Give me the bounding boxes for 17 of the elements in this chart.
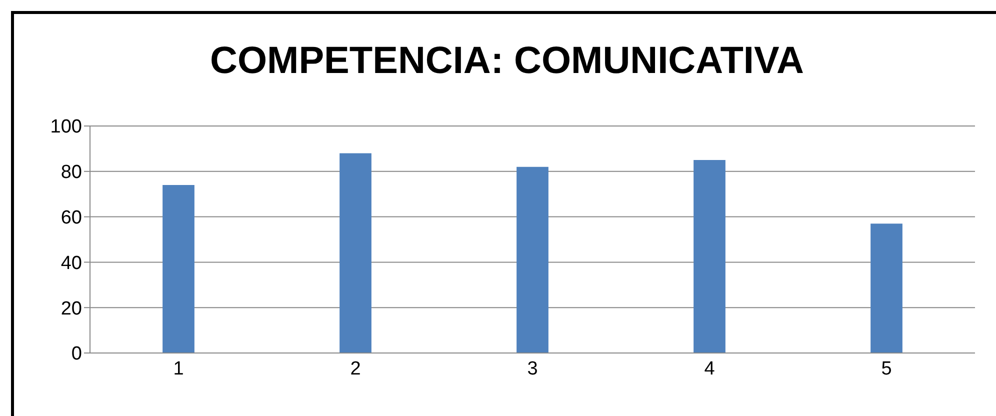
- x-tick-label: 3: [527, 358, 538, 380]
- y-tick-label: 20: [60, 298, 82, 320]
- x-tick-label: 5: [881, 358, 892, 380]
- y-tick-label: 100: [50, 116, 82, 138]
- y-tick-label: 60: [60, 208, 82, 229]
- bar: [870, 224, 902, 353]
- bar: [340, 153, 372, 353]
- y-tick-label: 40: [60, 252, 82, 274]
- chart-title: COMPETENCIA: COMUNICATIVA: [209, 40, 805, 83]
- x-tick-label: 1: [173, 358, 184, 380]
- x-tick-label: 2: [350, 358, 361, 380]
- bar: [516, 166, 548, 353]
- bar: [694, 160, 726, 353]
- y-tick-label: 0: [71, 344, 82, 365]
- bar: [162, 185, 194, 353]
- x-tick-label: 4: [704, 358, 716, 380]
- y-tick-label: 80: [60, 162, 82, 184]
